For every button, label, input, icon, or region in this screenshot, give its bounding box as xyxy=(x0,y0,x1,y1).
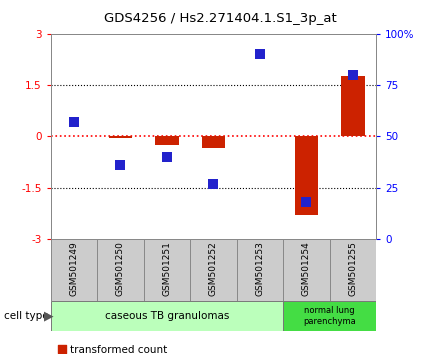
Text: ▶: ▶ xyxy=(44,309,54,322)
Bar xyxy=(51,301,283,331)
Point xyxy=(70,119,77,125)
Bar xyxy=(283,239,330,301)
Point xyxy=(303,199,310,205)
Text: GSM501253: GSM501253 xyxy=(255,241,264,296)
Bar xyxy=(190,239,237,301)
Bar xyxy=(283,301,376,331)
Bar xyxy=(341,76,365,136)
Text: GSM501250: GSM501250 xyxy=(116,241,125,296)
Point xyxy=(257,51,264,57)
Bar xyxy=(237,239,283,301)
Text: caseous TB granulomas: caseous TB granulomas xyxy=(105,311,229,321)
Point xyxy=(58,347,65,352)
Bar xyxy=(155,136,179,145)
Text: cell type: cell type xyxy=(4,311,49,321)
Text: normal lung
parenchyma: normal lung parenchyma xyxy=(303,306,356,326)
Bar xyxy=(97,239,143,301)
Text: GDS4256 / Hs2.271404.1.S1_3p_at: GDS4256 / Hs2.271404.1.S1_3p_at xyxy=(104,12,336,25)
Bar xyxy=(330,239,376,301)
Text: transformed count: transformed count xyxy=(70,346,168,354)
Bar xyxy=(295,136,318,215)
Text: GSM501251: GSM501251 xyxy=(162,241,172,296)
Text: GSM501255: GSM501255 xyxy=(348,241,357,296)
Point xyxy=(163,154,170,160)
Text: GSM501254: GSM501254 xyxy=(302,241,311,296)
Point xyxy=(117,162,124,168)
Point xyxy=(210,181,217,186)
Bar xyxy=(202,136,225,148)
Bar xyxy=(109,136,132,138)
Point xyxy=(349,72,356,78)
Bar xyxy=(51,239,97,301)
Text: GSM501249: GSM501249 xyxy=(70,241,78,296)
Bar xyxy=(143,239,190,301)
Text: GSM501252: GSM501252 xyxy=(209,241,218,296)
